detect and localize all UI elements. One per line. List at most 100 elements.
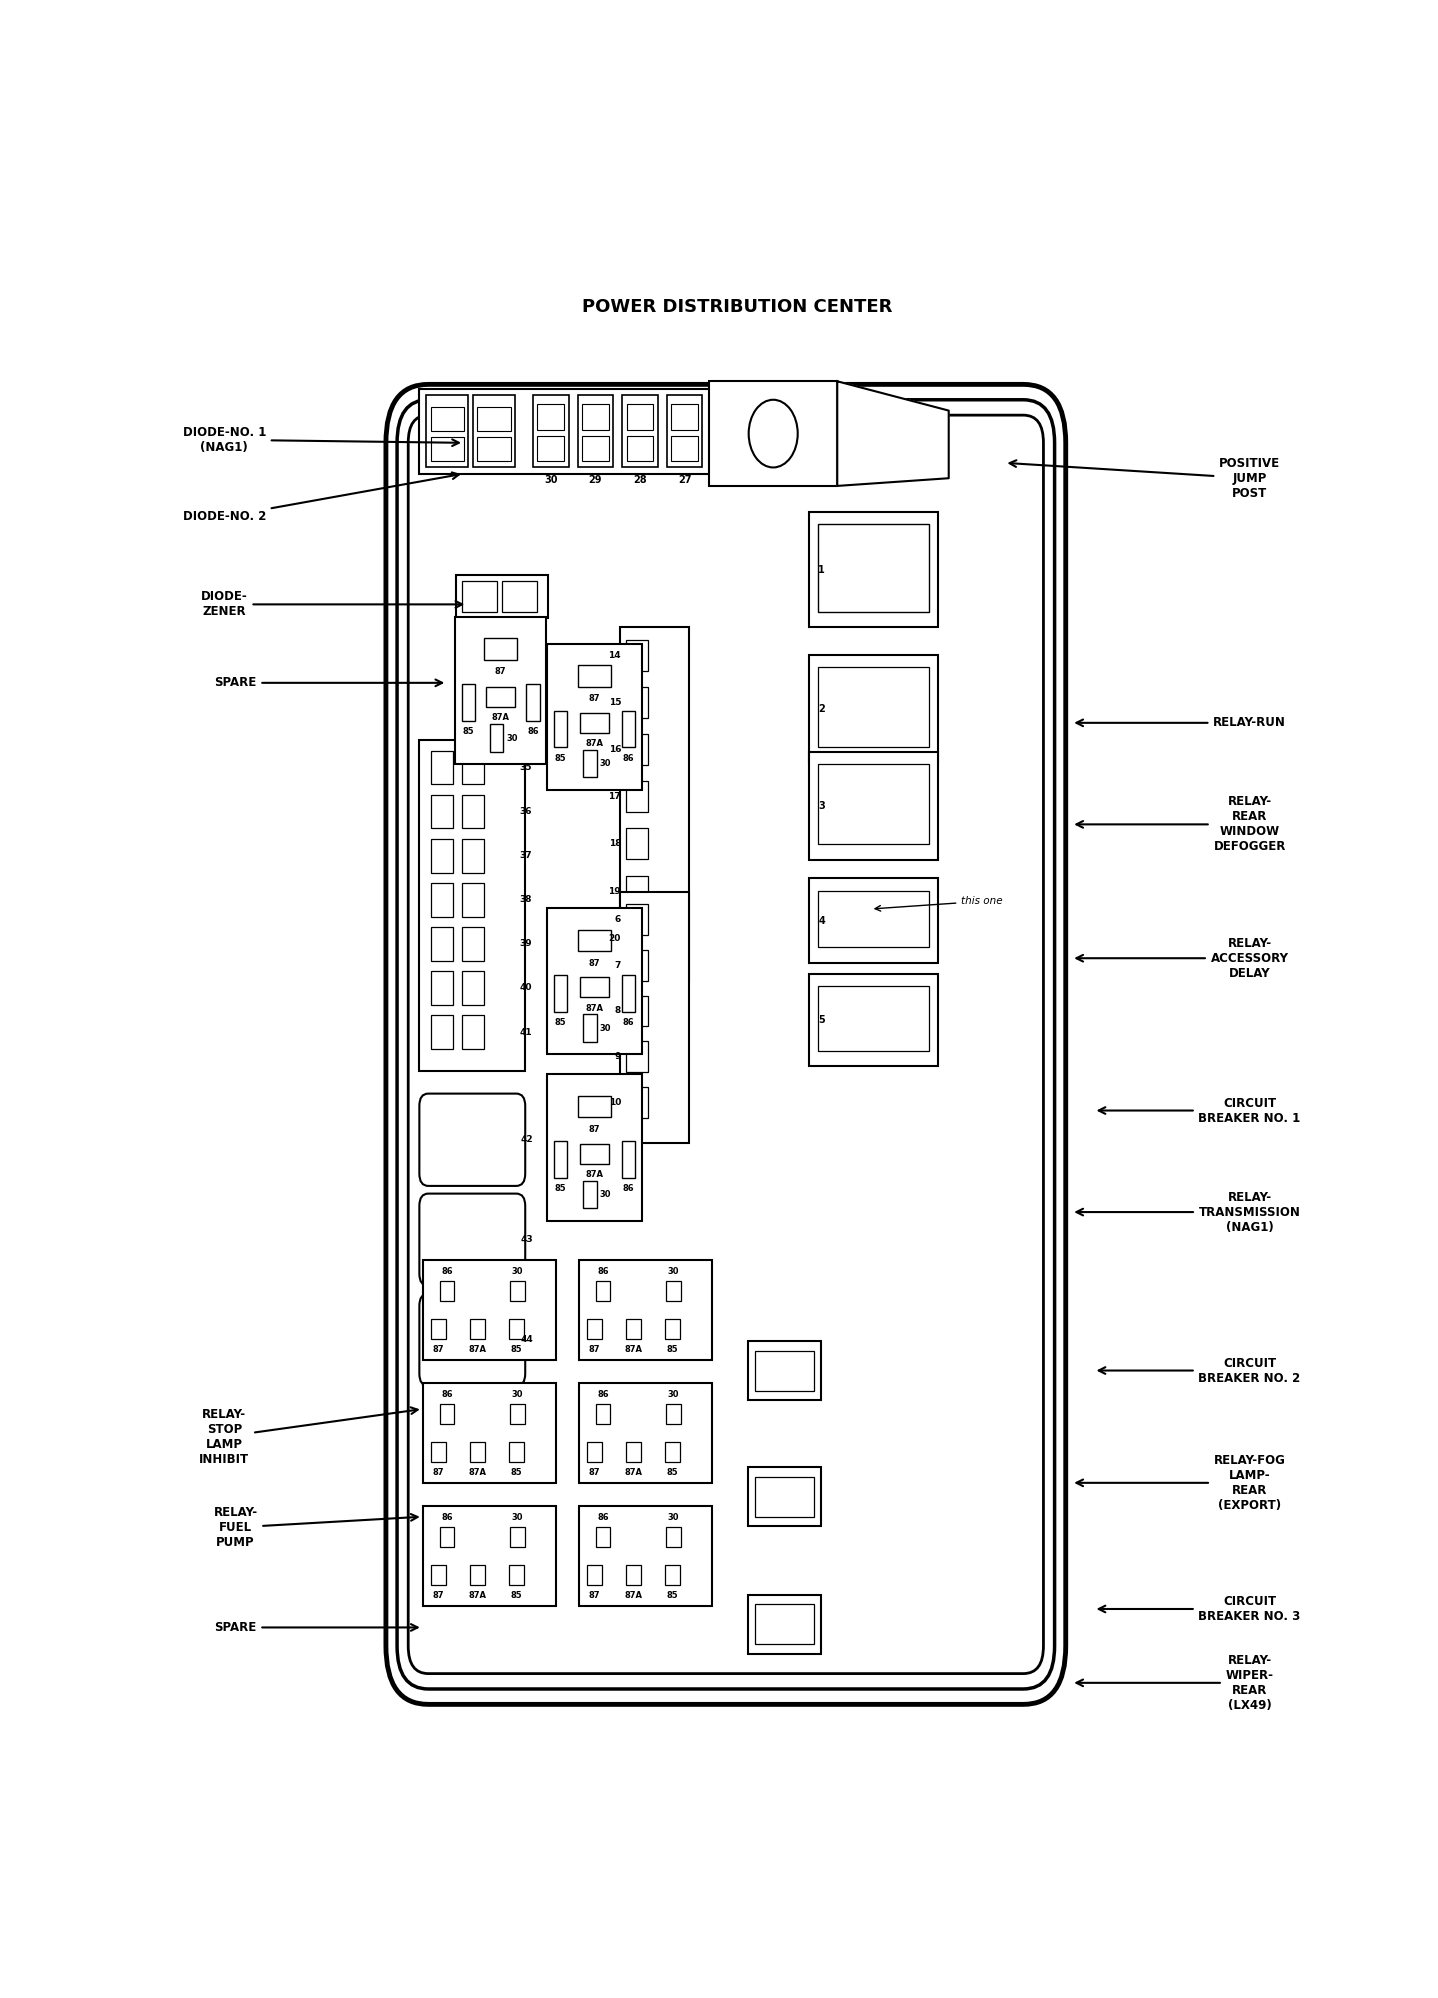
Bar (533, 396, 568, 468)
Bar (587, 1443, 601, 1463)
Bar (810, 879, 938, 963)
Bar (666, 1526, 680, 1546)
Bar (818, 985, 929, 1051)
Text: 30: 30 (600, 1191, 611, 1199)
Bar (420, 390, 804, 474)
Text: 3: 3 (818, 801, 825, 811)
Text: 87A: 87A (585, 1003, 604, 1013)
Text: SPARE: SPARE (214, 1620, 417, 1634)
Text: 86: 86 (528, 727, 539, 737)
Bar (818, 891, 929, 947)
Bar (477, 438, 510, 462)
Bar (626, 995, 647, 1027)
Text: 7: 7 (614, 961, 621, 969)
Text: 85: 85 (555, 753, 567, 763)
Bar (430, 751, 453, 785)
Bar (423, 1383, 557, 1483)
Text: 87: 87 (588, 959, 600, 967)
Bar (626, 1041, 647, 1073)
Bar (621, 1141, 636, 1179)
Text: 87A: 87A (624, 1590, 643, 1600)
Bar (627, 436, 653, 462)
Text: 86: 86 (441, 1391, 453, 1399)
Bar (626, 829, 647, 859)
Text: 86: 86 (623, 1185, 634, 1193)
Bar (485, 637, 518, 659)
Text: RELAY-
STOP
LAMP
INHIBIT: RELAY- STOP LAMP INHIBIT (200, 1407, 417, 1467)
Text: 44: 44 (521, 1335, 533, 1345)
Bar (509, 1319, 523, 1339)
Bar (672, 404, 697, 430)
Text: RELAY-
REAR
WINDOW
DEFOGGER: RELAY- REAR WINDOW DEFOGGER (1077, 795, 1286, 853)
Bar (578, 396, 613, 468)
FancyBboxPatch shape (420, 1293, 525, 1387)
Bar (810, 751, 938, 859)
Bar (423, 1506, 557, 1606)
Bar (587, 1564, 601, 1584)
Bar (423, 1261, 557, 1361)
Bar (626, 923, 647, 953)
Bar (709, 382, 837, 486)
Bar (578, 929, 611, 951)
Bar (578, 1261, 712, 1361)
Bar (430, 883, 453, 917)
Bar (430, 927, 453, 961)
Bar (620, 891, 689, 1143)
Bar (462, 1015, 485, 1049)
Bar (621, 711, 636, 747)
Bar (584, 1015, 597, 1043)
Text: RELAY-RUN: RELAY-RUN (1077, 717, 1286, 729)
Text: CIRCUIT
BREAKER NO. 3: CIRCUIT BREAKER NO. 3 (1099, 1594, 1301, 1622)
Text: 9: 9 (614, 1053, 621, 1061)
Bar (626, 905, 647, 935)
Bar (818, 765, 929, 845)
Text: 15: 15 (608, 697, 621, 707)
Text: 85: 85 (463, 727, 475, 737)
Bar (462, 839, 485, 873)
Bar (462, 581, 498, 611)
Text: RELAY-
WIPER-
REAR
(LX49): RELAY- WIPER- REAR (LX49) (1077, 1654, 1274, 1712)
Text: 30: 30 (667, 1267, 679, 1277)
Bar (810, 655, 938, 763)
Text: 87: 87 (588, 1125, 600, 1135)
Bar (430, 438, 464, 462)
Bar (748, 1467, 821, 1526)
Bar (578, 1506, 712, 1606)
Bar (672, 436, 697, 462)
Bar (462, 751, 485, 785)
Bar (595, 1405, 611, 1425)
Bar (462, 883, 485, 917)
Text: DIODE-
ZENER: DIODE- ZENER (201, 589, 462, 617)
Text: 87: 87 (433, 1590, 444, 1600)
Bar (627, 404, 653, 430)
Bar (420, 739, 525, 1071)
Bar (580, 713, 608, 733)
FancyBboxPatch shape (420, 1093, 525, 1187)
Bar (469, 1109, 489, 1171)
Bar (470, 1564, 485, 1584)
Text: DIODE-NO. 2: DIODE-NO. 2 (183, 472, 459, 523)
Bar (510, 1281, 525, 1301)
Text: 85: 85 (667, 1590, 679, 1600)
Text: 37: 37 (519, 851, 532, 861)
Polygon shape (837, 382, 949, 486)
Bar (666, 1281, 680, 1301)
Text: 8: 8 (615, 1007, 621, 1015)
Text: 41: 41 (519, 1027, 532, 1037)
Text: 30: 30 (667, 1512, 679, 1522)
Bar (626, 733, 647, 765)
Bar (431, 1564, 446, 1584)
Bar (462, 927, 485, 961)
Bar (470, 1319, 485, 1339)
Bar (430, 795, 453, 829)
Text: POWER DISTRIBUTION CENTER: POWER DISTRIBUTION CENTER (582, 298, 892, 316)
Bar (546, 909, 641, 1055)
Text: 36: 36 (519, 807, 532, 815)
Text: 87A: 87A (469, 1590, 486, 1600)
Bar (486, 687, 515, 707)
Text: 30: 30 (600, 759, 611, 767)
Bar (667, 396, 702, 468)
Text: 18: 18 (608, 839, 621, 849)
Text: 28: 28 (633, 476, 647, 486)
Bar (469, 1209, 489, 1271)
